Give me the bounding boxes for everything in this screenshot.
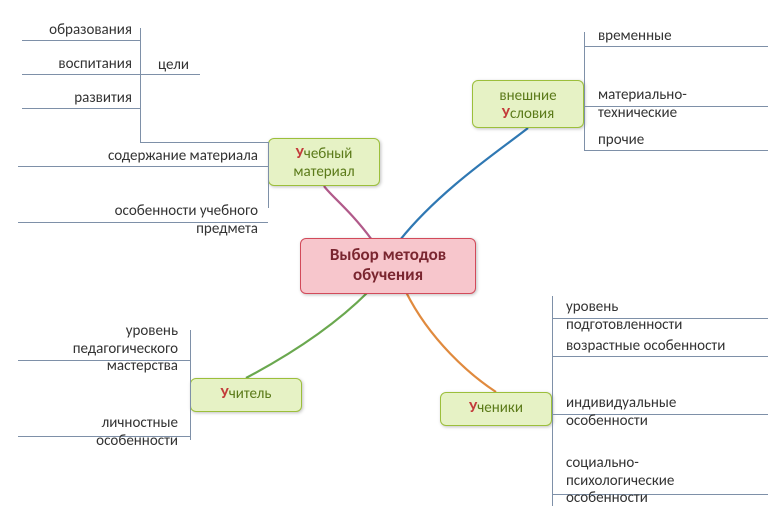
bracket xyxy=(22,74,140,75)
bracket xyxy=(18,166,268,167)
center-line1: Выбор методов xyxy=(330,244,446,265)
leaf-goal-0: образования xyxy=(22,22,132,39)
bracket xyxy=(22,108,140,109)
bracket xyxy=(584,46,768,47)
bracket xyxy=(22,40,140,41)
node-material-lead: У xyxy=(296,145,304,163)
node-material-rest: чебный xyxy=(304,145,353,163)
node-material: Учебный материал xyxy=(268,138,380,186)
bracket xyxy=(584,32,585,150)
aux-label-goals: цели xyxy=(158,56,189,74)
leaf-material-1: особенности учебного предмета xyxy=(18,186,258,238)
bracket xyxy=(268,142,269,208)
leaf-students-1: возрастные особенности xyxy=(566,338,776,355)
bracket xyxy=(552,356,768,357)
node-material-line2: материал xyxy=(293,163,354,181)
leaf-cond-2: прочие xyxy=(598,132,768,149)
bracket xyxy=(140,74,200,75)
leaf-teacher-0: уровень педагогического мастерства xyxy=(18,306,178,375)
node-teacher-lead: У xyxy=(221,385,229,403)
node-conditions-rest: словия xyxy=(510,105,554,123)
mindmap-stage: Выбор методов обучения Учебный материал … xyxy=(0,0,782,526)
node-conditions: внешние Условия xyxy=(472,80,584,128)
node-conditions-lead: У xyxy=(502,105,510,123)
bracket xyxy=(140,28,141,142)
leaf-teacher-1: личностные особенности xyxy=(18,398,178,450)
center-line2: обучения xyxy=(353,264,423,285)
center-node: Выбор методов обучения xyxy=(300,238,476,294)
leaf-cond-1: материально- технические xyxy=(598,70,768,122)
node-students-rest: ченики xyxy=(477,399,523,417)
leaf-students-2: индивидуальные особенности xyxy=(566,378,766,430)
leaf-students-3: социально- психологические особенности xyxy=(566,438,766,507)
leaf-cond-0: временные xyxy=(598,28,768,45)
bracket xyxy=(584,150,768,151)
bracket xyxy=(140,142,268,143)
node-conditions-line1: внешние xyxy=(499,87,556,105)
node-teacher-rest: читель xyxy=(229,385,272,403)
node-students: Ученики xyxy=(440,392,552,426)
bracket xyxy=(552,296,553,506)
leaf-goal-2: развития xyxy=(22,90,132,107)
node-teacher: Учитель xyxy=(190,378,302,412)
leaf-material-0: содержание материала xyxy=(18,148,258,165)
bracket xyxy=(190,330,191,440)
leaf-students-0: уровень подготовленности xyxy=(566,282,766,334)
leaf-goal-1: воспитания xyxy=(22,56,132,73)
